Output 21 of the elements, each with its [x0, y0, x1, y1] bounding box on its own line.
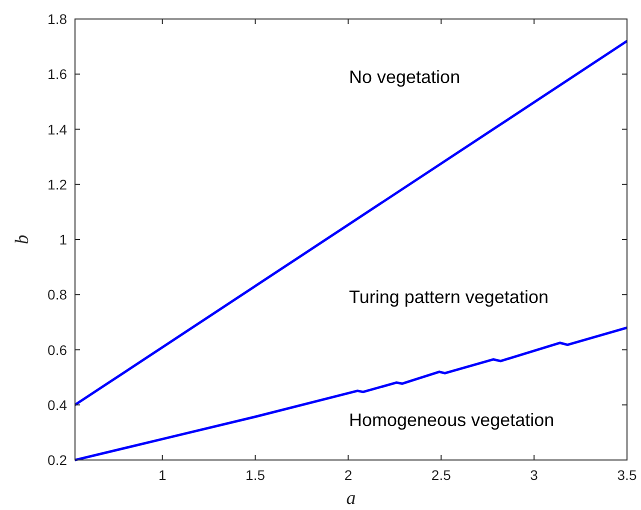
- y-tick-label: 1.6: [48, 66, 68, 82]
- annotation: Turing pattern vegetation: [349, 287, 548, 307]
- x-tick-label: 1.5: [246, 467, 266, 483]
- y-tick-label: 1.4: [48, 121, 68, 138]
- y-tick-label: 0.4: [48, 396, 68, 413]
- annotation: No vegetation: [349, 67, 460, 87]
- annotation: Homogeneous vegetation: [349, 410, 554, 430]
- y-tick-label: 0.2: [48, 452, 68, 468]
- x-tick-label: 3: [530, 467, 538, 483]
- y-tick-label: 0.8: [48, 286, 68, 303]
- y-axis-title: b: [12, 234, 33, 244]
- y-tick-label: 0.6: [48, 342, 68, 358]
- y-tick-label: 1.2: [48, 176, 68, 192]
- x-tick-label: 2.5: [431, 467, 452, 483]
- x-axis-title: a: [346, 488, 356, 509]
- x-tick-label: 1: [158, 467, 166, 483]
- x-tick-label: 3.5: [617, 467, 637, 483]
- y-tick-label: 1.8: [48, 11, 68, 27]
- x-tick-label: 2: [344, 467, 352, 483]
- y-tick-label: 1: [59, 232, 68, 248]
- line-series: [75, 326, 627, 462]
